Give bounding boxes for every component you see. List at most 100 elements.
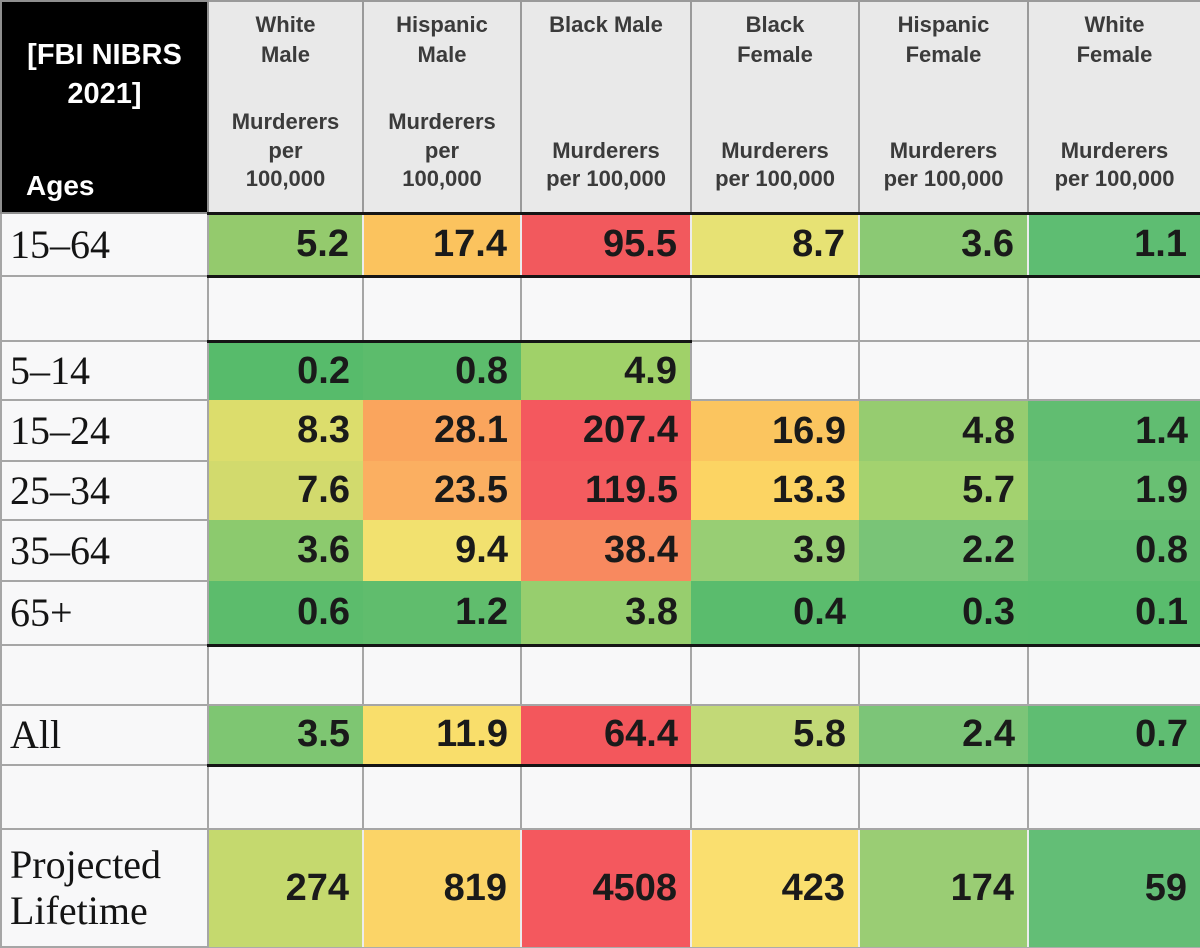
empty-cell	[690, 764, 860, 830]
empty-cell	[207, 275, 364, 342]
empty-cell	[690, 644, 860, 706]
column-unit: Murderers per 100,000	[1054, 137, 1175, 192]
empty-cell	[520, 644, 692, 706]
value-cell: 0.8	[1028, 520, 1200, 581]
spacer-label-cell	[0, 764, 209, 830]
empty-cell	[1027, 764, 1200, 830]
column-name: White Female	[1076, 12, 1153, 67]
value-cell: 1.1	[1027, 211, 1200, 278]
row-label: All	[0, 704, 209, 766]
value-cell: 28.1	[363, 400, 521, 461]
spacer-row	[0, 764, 1200, 830]
empty-cell	[362, 644, 522, 706]
value-cell: 9.4	[363, 520, 521, 581]
column-name: Black Female	[737, 12, 813, 67]
table-row: 35–64 3.6 9.4 38.4 3.9 2.2 0.8	[0, 519, 1200, 582]
row-label: 15–24	[0, 399, 209, 462]
empty-cell	[690, 275, 860, 342]
spacer-label-cell	[0, 644, 209, 706]
column-name: Hispanic Female	[897, 12, 990, 67]
table-row: 5–14 0.2 0.8 4.9	[0, 339, 1200, 401]
row-label: 65+	[0, 580, 209, 646]
column-header: White Female Murderers per 100,000	[1027, 0, 1200, 214]
value-cell: 11.9	[363, 705, 521, 767]
column-unit: Murderers per 100,000	[715, 137, 835, 192]
row-label: 15–64	[0, 212, 209, 277]
value-cell: 23.5	[363, 461, 521, 520]
value-cell: 0.1	[1028, 581, 1200, 647]
value-cell: 16.9	[691, 400, 859, 461]
column-unit: Murderers per 100,000	[546, 137, 666, 192]
empty-cell	[690, 340, 860, 401]
value-cell: 0.2	[208, 339, 363, 400]
empty-cell	[520, 275, 692, 342]
table-row: 25–34 7.6 23.5 119.5 13.3 5.7 1.9	[0, 460, 1200, 521]
row-label: Projected Lifetime	[0, 828, 209, 948]
column-name: Black Male	[549, 12, 663, 37]
value-cell: 819	[362, 829, 522, 947]
column-header: Black Female Murderers per 100,000	[690, 0, 860, 214]
value-cell: 4.8	[859, 400, 1028, 461]
value-cell: 0.8	[363, 339, 521, 400]
table-row: 15–64 5.2 17.4 95.5 8.7 3.6 1.1	[0, 211, 1200, 278]
value-cell: 1.2	[363, 581, 521, 647]
value-cell: 207.4	[521, 400, 691, 461]
empty-cell	[207, 764, 364, 830]
value-cell: 0.7	[1028, 705, 1200, 767]
value-cell: 2.4	[859, 705, 1028, 767]
table-row: All 3.5 11.9 64.4 5.8 2.4 0.7	[0, 704, 1200, 767]
value-cell: 5.8	[691, 705, 859, 767]
spacer-label-cell	[0, 275, 209, 342]
row-label: 35–64	[0, 519, 209, 582]
column-unit: Murderers per 100,000	[883, 137, 1004, 192]
value-cell: 3.8	[521, 581, 691, 647]
value-cell: 174	[858, 829, 1029, 947]
value-cell: 0.3	[859, 581, 1028, 647]
row-label: 5–14	[0, 340, 209, 401]
spacer-row	[0, 644, 1200, 706]
value-cell: 0.6	[208, 581, 363, 647]
column-unit: Murderers per 100,000	[231, 109, 340, 192]
value-cell: 423	[690, 829, 860, 947]
value-cell: 3.6	[858, 211, 1029, 278]
row-label: 25–34	[0, 460, 209, 521]
value-cell: 13.3	[691, 461, 859, 520]
corner-cell-content: [FBI NIBRS 2021] Ages	[2, 2, 207, 210]
value-cell: 0.4	[691, 581, 859, 647]
empty-cell	[858, 764, 1029, 830]
empty-cell	[858, 340, 1029, 401]
table-row: Projected Lifetime 274 819 4508 423 174 59	[0, 828, 1200, 948]
value-cell: 17.4	[362, 211, 522, 278]
column-name: Hispanic Male	[396, 12, 488, 67]
value-cell: 3.9	[691, 520, 859, 581]
value-cell: 95.5	[520, 211, 692, 278]
value-cell: 1.4	[1028, 400, 1200, 461]
value-cell: 4508	[520, 829, 692, 947]
value-cell: 38.4	[521, 520, 691, 581]
empty-cell	[1027, 340, 1200, 401]
empty-cell	[858, 644, 1029, 706]
column-header: White Male Murderers per 100,000	[207, 0, 364, 214]
empty-cell	[362, 275, 522, 342]
corner-cell: [FBI NIBRS 2021] Ages	[0, 0, 209, 214]
table-row: 15–24 8.3 28.1 207.4 16.9 4.8 1.4	[0, 399, 1200, 462]
value-cell: 274	[207, 829, 364, 947]
empty-cell	[1027, 275, 1200, 342]
column-header: Hispanic Male Murderers per 100,000	[362, 0, 522, 214]
value-cell: 3.6	[208, 520, 363, 581]
empty-cell	[207, 644, 364, 706]
spacer-row	[0, 275, 1200, 342]
value-cell: 2.2	[859, 520, 1028, 581]
empty-cell	[858, 275, 1029, 342]
data-source-label: [FBI NIBRS 2021]	[27, 39, 182, 111]
value-cell: 64.4	[521, 705, 691, 767]
value-cell: 119.5	[521, 461, 691, 520]
column-header: Hispanic Female Murderers per 100,000	[858, 0, 1029, 214]
empty-cell	[1027, 644, 1200, 706]
value-cell: 4.9	[521, 339, 691, 400]
value-cell: 8.3	[208, 400, 363, 461]
value-cell: 5.7	[859, 461, 1028, 520]
column-unit: Murderers per 100,000	[388, 109, 496, 192]
ages-axis-label: Ages	[26, 170, 95, 201]
